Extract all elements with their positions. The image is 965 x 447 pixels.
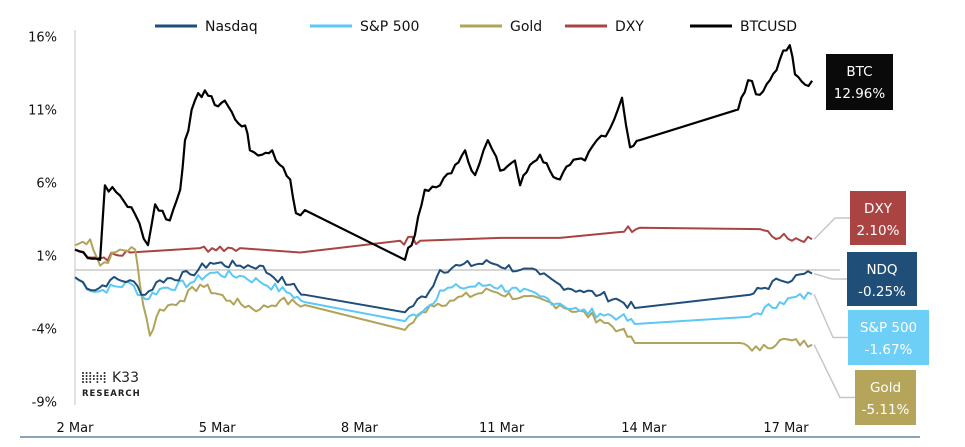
- end-label-box: [855, 370, 916, 425]
- legend-label-gold: Gold: [510, 19, 542, 35]
- end-label-box: [850, 191, 906, 245]
- end-label-dxy: DXY 2.10%: [850, 191, 906, 245]
- legend-label-dxy: DXY: [615, 19, 644, 35]
- x-tick-label: 14 Mar: [621, 421, 667, 436]
- legend-label-spx: S&P 500: [360, 19, 419, 35]
- k33-logo: K33 RESEARCH: [82, 370, 141, 399]
- end-label-ndq: NDQ -0.25%: [847, 252, 917, 306]
- x-tick-label: 5 Mar: [199, 421, 237, 436]
- logo-name: K33: [112, 370, 139, 386]
- end-label-spx: S&P 500 -1.67%: [848, 310, 929, 365]
- legend-label-btc: BTCUSD: [740, 19, 797, 35]
- end-label-value: -1.67%: [865, 342, 913, 358]
- series-line-ndq: [74, 259, 813, 314]
- x-tick-label: 17 Mar: [763, 421, 809, 436]
- x-tick-label: 2 Mar: [57, 421, 95, 436]
- series-line-dxy: [74, 225, 813, 262]
- end-label-value: 2.10%: [857, 223, 900, 239]
- end-label-name: S&P 500: [860, 320, 917, 336]
- end-label-box: [826, 54, 893, 110]
- connector-dxy: [813, 217, 850, 240]
- end-label-box: [847, 252, 917, 306]
- y-tick-label: 16%: [28, 30, 57, 45]
- series-line-gold: [74, 238, 813, 352]
- logo-dots-icon: [82, 372, 106, 383]
- end-label-name: DXY: [864, 201, 893, 217]
- end-label-gold: Gold -5.11%: [855, 370, 916, 425]
- end-label-name: Gold: [870, 380, 901, 396]
- y-tick-label: 6%: [36, 176, 57, 191]
- end-label-value: -5.11%: [862, 402, 910, 418]
- y-tick-label: 11%: [28, 103, 57, 118]
- connector-gold: [813, 344, 855, 399]
- y-tick-label: -9%: [32, 395, 57, 410]
- connector-ndq: [813, 272, 847, 280]
- end-label-name: NDQ: [866, 262, 897, 278]
- x-tick-label: 8 Mar: [341, 421, 379, 436]
- end-label-name: BTC: [846, 64, 872, 80]
- end-label-value: -0.25%: [858, 284, 906, 300]
- legend-label-ndq: Nasdaq: [205, 19, 258, 35]
- series-line-spx: [74, 269, 813, 325]
- y-tick-label: -4%: [32, 322, 57, 337]
- series-line-btc: [74, 44, 814, 261]
- x-tick-label: 11 Mar: [479, 421, 525, 436]
- connector-spx: [813, 294, 848, 339]
- end-label-btc: BTC 12.96%: [826, 54, 893, 110]
- y-tick-label: 1%: [36, 249, 57, 264]
- end-label-value: 12.96%: [834, 86, 886, 102]
- logo-sub: RESEARCH: [82, 389, 141, 399]
- end-label-box: [848, 310, 929, 365]
